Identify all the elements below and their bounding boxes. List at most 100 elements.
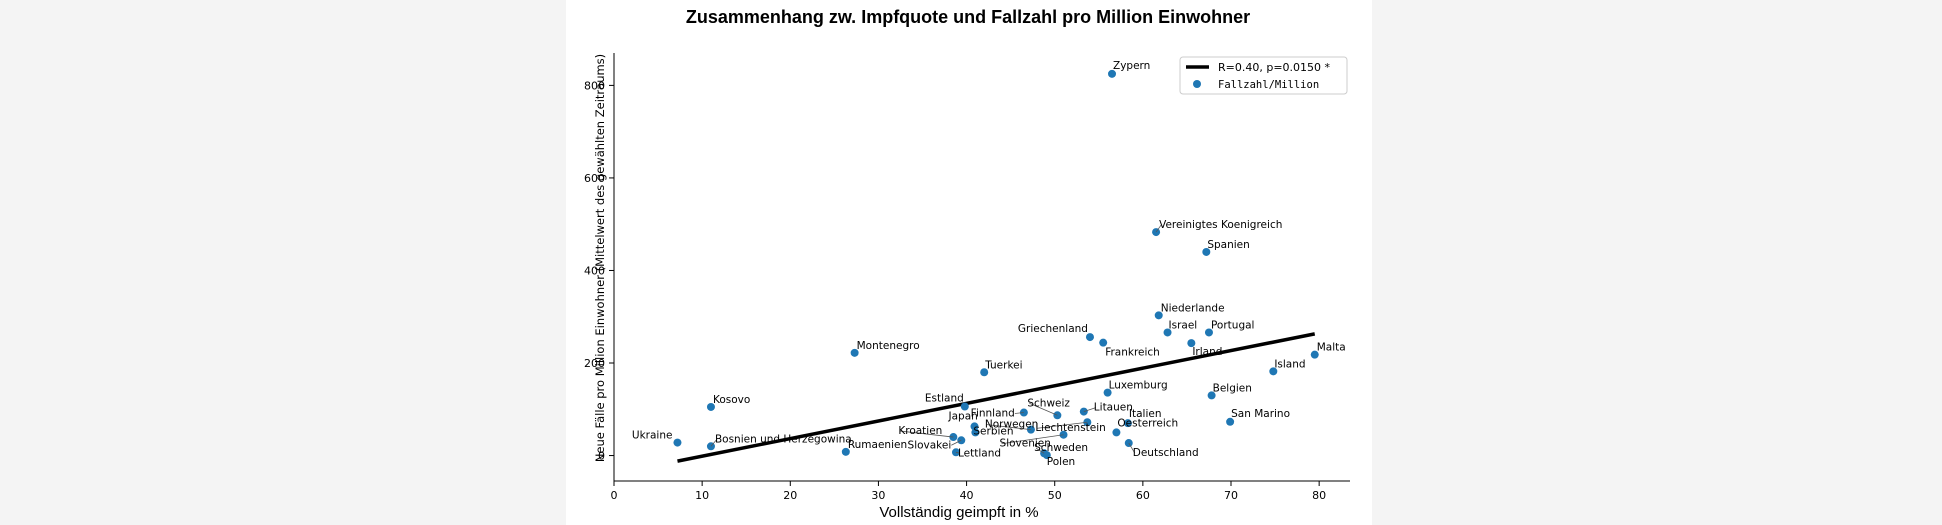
data-point (1053, 411, 1062, 420)
x-axis-label: Vollständig geimpft in % (879, 504, 1038, 521)
data-point (1103, 388, 1112, 397)
point-label-leader (951, 439, 962, 446)
scatter-chart: Zusammenhang zw. Impfquote und Fallzahl … (584, 7, 1350, 521)
point-label: Luxemburg (1109, 380, 1168, 392)
data-point (1099, 338, 1108, 347)
point-label: Montenegro (857, 340, 920, 352)
x-tick-label: 70 (1224, 489, 1238, 502)
point-label: Japan (948, 410, 978, 422)
point-label: Slovenien (1000, 438, 1051, 450)
point-label-leader (1128, 442, 1136, 454)
point-label: Zypern (1113, 60, 1150, 72)
legend-frame (1179, 56, 1348, 95)
point-label-leader (710, 439, 718, 447)
point-label: Schweden (1034, 442, 1088, 454)
point-label: Island (1274, 358, 1305, 370)
legend-regression-label: R=0.40, p=0.0150 * (1218, 61, 1331, 74)
point-label-leader (986, 424, 1031, 431)
point-label: Rumaenien (848, 439, 907, 451)
point-label-leader (1029, 402, 1058, 416)
data-point (957, 436, 966, 445)
point-label: Malta (1317, 342, 1346, 354)
data-point (673, 438, 682, 447)
data-point (1204, 328, 1213, 337)
point-label: Griechenland (1018, 323, 1088, 335)
data-point (1042, 451, 1051, 460)
point-label-leader (1001, 434, 1064, 445)
legend: R=0.40, p=0.0150 * Fallzahl/Million (1179, 56, 1348, 95)
point-label: Norwegen (985, 419, 1038, 431)
data-point (1026, 425, 1035, 434)
y-tick-label: 800 (584, 79, 605, 92)
data-point (1269, 367, 1278, 376)
data-point (841, 447, 850, 456)
data-point (1083, 418, 1092, 427)
point-label: Kroatien (898, 425, 942, 437)
x-tick-label: 40 (960, 489, 974, 502)
point-label: Israel (1169, 319, 1198, 331)
data-point (850, 348, 859, 357)
x-tick-label: 10 (695, 489, 709, 502)
data-point (1123, 419, 1132, 428)
point-label: Liechtenstein (1035, 422, 1106, 434)
x-tick-label: 30 (871, 489, 885, 502)
data-point (1085, 333, 1094, 342)
data-point (970, 422, 979, 431)
x-tick-label: 20 (783, 489, 797, 502)
point-label: Schweiz (1027, 397, 1070, 409)
point-label-leader (1083, 407, 1096, 412)
point-label: Polen (1047, 456, 1075, 468)
x-tick-label: 80 (1312, 489, 1326, 502)
point-label: Irland (1192, 346, 1222, 358)
point-label: Deutschland (1133, 447, 1199, 459)
data-point (1154, 311, 1163, 320)
data-point (1079, 407, 1088, 416)
data-point (1310, 350, 1319, 359)
y-tick-label: 0 (598, 450, 605, 463)
data-point (1226, 417, 1235, 426)
point-label: Ukraine (632, 430, 673, 442)
x-tick-label: 60 (1136, 489, 1150, 502)
points-layer (673, 69, 1319, 460)
point-label: Spanien (1207, 239, 1249, 251)
data-point (980, 368, 989, 377)
data-point (1207, 391, 1216, 400)
point-label: Lettland (958, 447, 1001, 459)
y-tick-label: 600 (584, 172, 605, 185)
chart-title: Zusammenhang zw. Impfquote und Fallzahl … (686, 7, 1250, 27)
data-point (971, 428, 980, 437)
y-axis-label: Neue Fälle pro Million Einwohner (Mittel… (593, 54, 607, 462)
y-tick-label: 200 (584, 357, 605, 370)
data-point (1108, 69, 1117, 78)
data-point (960, 402, 969, 411)
point-label: Frankreich (1105, 347, 1160, 359)
point-label: Finnland (971, 408, 1015, 420)
point-label-leader (1155, 224, 1162, 233)
point-label: Litauen (1094, 402, 1133, 414)
point-label: Italien (1129, 408, 1162, 420)
data-point (1019, 408, 1028, 417)
data-point (1187, 339, 1196, 348)
y-tick-label: 400 (584, 264, 605, 277)
legend-points-label: Fallzahl/Million (1218, 79, 1319, 91)
regression-layer (677, 332, 1316, 463)
data-point (706, 402, 715, 411)
point-label: Portugal (1211, 319, 1255, 331)
data-point (1059, 430, 1068, 439)
point-label: Niederlande (1161, 302, 1225, 314)
point-label: Oesterreich (1117, 417, 1178, 429)
point-label-leader (1037, 421, 1088, 429)
legend-points-swatch (1193, 80, 1201, 88)
point-label: Vereinigtes Koenigreich (1159, 219, 1282, 231)
point-label: Estland (925, 393, 964, 405)
point-label-leader (955, 451, 961, 454)
point-label: Slovakei (908, 439, 952, 451)
point-label-leader (1035, 447, 1045, 454)
x-tick-label: 0 (611, 489, 618, 502)
data-point (1112, 428, 1121, 437)
point-label: Bosnien und Herzegowina (715, 433, 852, 445)
point-label: Serbien (973, 425, 1013, 437)
point-label: San Marino (1231, 408, 1290, 420)
data-point (1163, 328, 1172, 337)
